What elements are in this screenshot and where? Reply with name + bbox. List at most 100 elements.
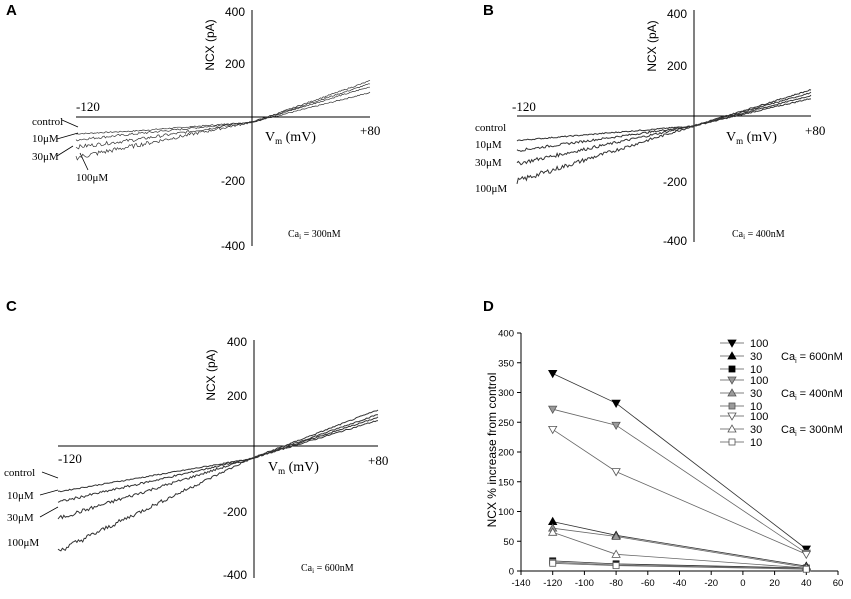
trace-c-1 [57,416,379,503]
y-tick-c-400: 400 [227,335,247,349]
arrow-30um-c [39,506,59,518]
data-point-d-6-0 [548,425,558,435]
legend-control-c: control [4,467,35,479]
y-tick-c-neg400: -400 [223,568,247,582]
trace-a-3 [75,79,371,161]
legend-10um-a: 10μM [32,133,59,145]
y-tick-label-d: 0 [509,567,514,578]
panel-c: C 400 200 -200 -400 NCX (pA) -120 +80 Vm… [4,298,388,582]
legend-30um-a: 30μM [32,151,59,163]
x-left-label-b: -120 [512,99,536,114]
arrow-10um-c [39,489,59,496]
y-tick-label-d: 350 [498,358,514,369]
arrow-100um-a [79,152,89,171]
legend-control-a: control [32,116,63,128]
legend-label-d-8: 10 [750,437,762,449]
trace-a-2 [75,83,371,150]
y-tick-c-neg200: -200 [223,505,247,519]
arrow-control-c [41,471,59,479]
series-line-d-4 [552,527,807,568]
trace-c-0 [57,420,379,493]
traces-b [516,89,812,185]
data-point-d-3-0 [548,405,558,414]
data-point-d-7-1 [611,549,621,558]
y-axis-label-d: NCX % increase from control [485,373,499,528]
y-tick-a-neg400: -400 [221,239,245,253]
x-left-label-c: -120 [58,451,82,466]
x-tick-label-d: -20 [704,578,718,589]
arrow-control-a [61,119,79,128]
series-line-d-1 [552,521,807,567]
x-tick-label-d: -100 [575,578,594,589]
panel-b: B 400 200 -200 -400 NCX (pA) -120 +80 Vm… [475,2,825,248]
x-tick-label-d: 60 [833,578,844,589]
legend-cai-d-1: Cai = 400nM [781,388,843,402]
traces-c [57,409,379,552]
trace-b-3 [516,89,812,185]
data-point-d-3-1 [611,421,621,431]
data-point-d-7-0 [548,527,558,536]
x-right-label-c: +80 [368,453,388,468]
y-axis-label-c: NCX (pA) [204,349,218,400]
data-point-d-8-1 [612,562,620,570]
x-right-label-b: +80 [805,123,825,138]
y-tick-b-200: 200 [667,59,687,73]
y-tick-label-d: 250 [498,418,514,429]
legend-label-d-6: 100 [750,411,768,423]
legend-100um-c: 100μM [7,537,39,549]
y-tick-label-d: 50 [503,537,514,548]
y-tick-c-200: 200 [227,389,247,403]
legend-marker-d-4 [727,388,737,397]
trace-a-0 [75,91,371,135]
x-tick-label-d: 40 [801,578,812,589]
y-axis-label-a: NCX (pA) [203,19,217,70]
y-tick-a-200: 200 [225,57,245,71]
x-axis-label-a: Vm (mV) [265,130,316,146]
legend-cai-d-0: Cai = 600nM [781,351,843,365]
legend-marker-d-0 [727,339,737,348]
legend-10um-b: 10μM [475,139,502,151]
legend-marker-d-5 [728,402,736,410]
x-tick-label-d: -60 [641,578,655,589]
x-tick-label-d: -140 [511,578,530,589]
legend-100um-b: 100μM [475,183,507,195]
cai-label-b: Cai = 400nM [732,229,785,241]
legend-100um-a: 100μM [76,172,108,184]
x-tick-label-d: -120 [543,578,562,589]
y-tick-label-d: 150 [498,477,514,488]
legend-label-d-3: 100 [750,375,768,387]
legend-marker-d-8 [728,438,736,446]
x-axis-label-c: Vm (mV) [268,460,319,476]
data-point-d-0-2 [801,545,811,554]
y-tick-label-d: 200 [498,448,514,459]
legend-marker-d-7 [727,424,737,433]
series-d [548,370,811,573]
panel-a: A 400 200 -200 -400 NCX (pA) -120 +80 Vm… [6,2,380,253]
legend-marker-d-2 [728,365,736,373]
y-tick-a-400: 400 [225,5,245,19]
x-axis-label-b: Vm (mV) [726,130,777,146]
trace-c-3 [57,409,379,552]
legend-cai-d-2: Cai = 300nM [781,424,843,438]
legend-label-d-2: 10 [750,364,762,376]
y-tick-b-neg200: -200 [663,175,687,189]
legend-marker-d-3 [727,376,737,385]
x-left-label-a: -120 [76,99,100,114]
trace-c-2 [57,414,379,520]
arrow-10um-a [56,132,79,140]
series-line-d-3 [552,408,807,554]
legend-marker-d-6 [727,412,737,421]
panel-d: D NCX % increase from control 0501001502… [483,298,843,589]
y-tick-label-d: 300 [498,388,514,399]
y-tick-a-neg200: -200 [221,174,245,188]
data-point-d-8-0 [549,559,557,567]
trace-a-1 [75,86,370,142]
legend-label-d-1: 30 [750,351,762,363]
trace-b-2 [516,91,812,166]
legend-30um-c: 30μM [7,512,34,524]
data-point-d-0-1 [611,399,621,409]
x-tick-label-d: 0 [740,578,745,589]
cai-label-c: Cai = 600nM [301,563,354,575]
